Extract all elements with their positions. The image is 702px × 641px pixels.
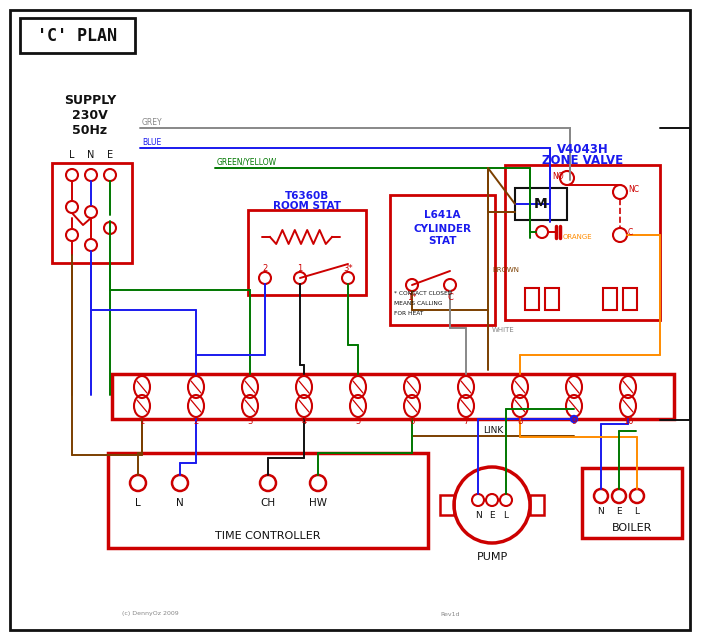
Text: 2: 2 xyxy=(193,417,199,426)
Text: FOR HEAT: FOR HEAT xyxy=(394,310,423,315)
Text: ZONE VALVE: ZONE VALVE xyxy=(542,153,623,167)
Text: 1: 1 xyxy=(140,417,145,426)
Text: 2: 2 xyxy=(263,263,267,272)
Text: 4: 4 xyxy=(301,417,307,426)
Text: (c) DennyOz 2009: (c) DennyOz 2009 xyxy=(122,612,179,617)
Text: L: L xyxy=(503,510,508,519)
Text: MEANS CALLING: MEANS CALLING xyxy=(394,301,442,306)
Text: BLUE: BLUE xyxy=(142,138,161,147)
Bar xyxy=(108,453,428,548)
Text: 6: 6 xyxy=(409,417,415,426)
Bar xyxy=(440,495,454,515)
Text: N: N xyxy=(87,150,95,160)
Text: 1: 1 xyxy=(298,263,303,272)
Text: V4043H: V4043H xyxy=(557,142,609,156)
Text: L: L xyxy=(135,498,141,508)
Bar xyxy=(545,288,559,310)
Text: ORANGE: ORANGE xyxy=(563,234,592,240)
Bar xyxy=(112,374,674,419)
Text: WHITE: WHITE xyxy=(492,327,515,333)
Text: TIME CONTROLLER: TIME CONTROLLER xyxy=(216,531,321,541)
Text: 'C' PLAN: 'C' PLAN xyxy=(37,27,117,45)
Text: STAT: STAT xyxy=(428,236,457,246)
Text: GREY: GREY xyxy=(142,117,163,126)
Bar xyxy=(248,210,366,295)
Text: E: E xyxy=(107,150,113,160)
Text: C: C xyxy=(447,292,453,301)
Text: 9: 9 xyxy=(571,417,576,426)
Text: L641A: L641A xyxy=(424,210,461,220)
Text: 8: 8 xyxy=(517,417,523,426)
Bar xyxy=(515,188,567,220)
Text: L: L xyxy=(635,508,640,517)
Text: C: C xyxy=(628,228,633,237)
Bar xyxy=(52,163,132,263)
Text: 7: 7 xyxy=(463,417,469,426)
Text: * CONTACT CLOSED: * CONTACT CLOSED xyxy=(394,290,452,296)
Bar xyxy=(530,495,544,515)
Text: 10: 10 xyxy=(623,417,633,426)
Text: N: N xyxy=(475,510,482,519)
Bar xyxy=(603,288,617,310)
Text: L: L xyxy=(69,150,74,160)
Text: M: M xyxy=(534,197,548,211)
Text: 5: 5 xyxy=(355,417,361,426)
Text: 3: 3 xyxy=(247,417,253,426)
Circle shape xyxy=(571,415,578,422)
Bar xyxy=(390,195,495,325)
Text: N: N xyxy=(597,508,604,517)
Text: N: N xyxy=(176,498,184,508)
Bar xyxy=(623,288,637,310)
Text: ROOM STAT: ROOM STAT xyxy=(273,201,341,211)
Bar xyxy=(582,468,682,538)
Text: HW: HW xyxy=(309,498,327,508)
Text: SUPPLY
230V
50Hz: SUPPLY 230V 50Hz xyxy=(64,94,116,137)
Text: T6360B: T6360B xyxy=(285,191,329,201)
Text: CH: CH xyxy=(260,498,276,508)
Text: NC: NC xyxy=(628,185,639,194)
Text: BROWN: BROWN xyxy=(492,267,519,273)
Text: PUMP: PUMP xyxy=(477,552,508,562)
Bar xyxy=(505,165,660,320)
Text: GREEN/YELLOW: GREEN/YELLOW xyxy=(217,158,277,167)
Text: BOILER: BOILER xyxy=(612,523,652,533)
Text: 1*: 1* xyxy=(407,292,417,301)
Text: CYLINDER: CYLINDER xyxy=(413,224,472,234)
Text: E: E xyxy=(489,510,495,519)
Text: LINK: LINK xyxy=(483,426,503,435)
Text: Rev1d: Rev1d xyxy=(440,612,460,617)
Text: NO: NO xyxy=(552,172,564,181)
Bar xyxy=(525,288,539,310)
Text: E: E xyxy=(616,508,622,517)
Text: 3*: 3* xyxy=(343,263,353,272)
Bar xyxy=(20,18,135,53)
